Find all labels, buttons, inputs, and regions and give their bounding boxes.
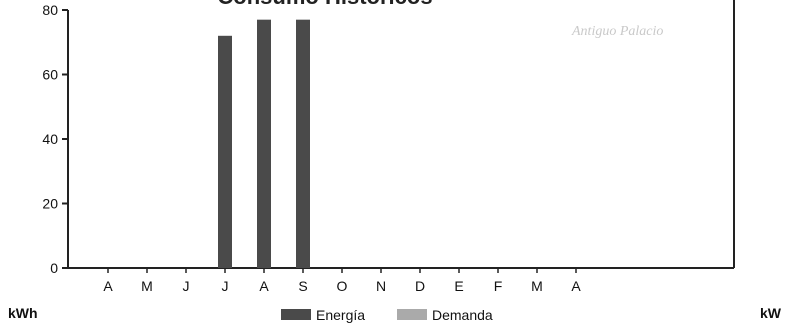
x-tick-label: A bbox=[259, 278, 269, 294]
bar-series bbox=[218, 19, 310, 268]
y-axis-ticks: 0 20 40 60 80 bbox=[42, 2, 68, 276]
x-tick-label: F bbox=[494, 278, 503, 294]
y-axis-left-unit: kWh bbox=[8, 305, 38, 321]
x-tick-label: A bbox=[103, 278, 113, 294]
y-tick-label: 0 bbox=[50, 260, 58, 276]
y-tick-label: 20 bbox=[42, 196, 58, 212]
legend-swatch-demanda bbox=[397, 309, 427, 320]
bar-energ-a-3 bbox=[218, 35, 232, 268]
legend-label-demanda: Demanda bbox=[432, 307, 493, 323]
chart-title: Consumo Históricos bbox=[217, 0, 432, 9]
chart-legend: Energía Demanda bbox=[281, 307, 493, 323]
bar-energ-a-4 bbox=[257, 19, 271, 268]
x-tick-label: A bbox=[571, 278, 581, 294]
y-tick-label: 60 bbox=[42, 67, 58, 83]
background-ghost-text: Antiguo Palacio bbox=[571, 24, 663, 39]
x-tick-label: E bbox=[454, 278, 463, 294]
y-axis-right-unit: kW bbox=[760, 305, 782, 321]
y-tick-label: 40 bbox=[42, 131, 58, 147]
x-tick-label: M bbox=[531, 278, 543, 294]
x-tick-label: O bbox=[337, 278, 348, 294]
legend-label-energia: Energía bbox=[316, 307, 365, 323]
x-tick-label: D bbox=[415, 278, 425, 294]
x-tick-label: M bbox=[141, 278, 153, 294]
x-tick-label: N bbox=[376, 278, 386, 294]
bar-energ-a-5 bbox=[296, 19, 310, 268]
y-tick-label: 80 bbox=[42, 2, 58, 18]
x-tick-label: S bbox=[298, 278, 307, 294]
x-tick-label: J bbox=[183, 278, 190, 294]
x-tick-label: J bbox=[222, 278, 229, 294]
legend-swatch-energia bbox=[281, 309, 311, 320]
